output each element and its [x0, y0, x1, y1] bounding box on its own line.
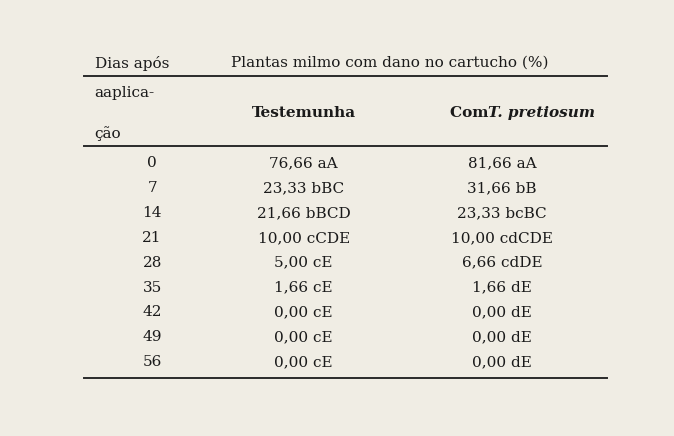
- Text: 35: 35: [142, 281, 162, 295]
- Text: ção: ção: [94, 126, 121, 141]
- Text: 1,66 cE: 1,66 cE: [274, 281, 333, 295]
- Text: 0,00 cE: 0,00 cE: [274, 330, 333, 344]
- Text: Com: Com: [450, 106, 499, 120]
- Text: 7: 7: [148, 181, 157, 195]
- Text: T. pretiosum: T. pretiosum: [487, 106, 594, 120]
- Text: 6,66 cdDE: 6,66 cdDE: [462, 256, 543, 270]
- Text: 10,00 cCDE: 10,00 cCDE: [257, 231, 350, 245]
- Text: 81,66 aA: 81,66 aA: [468, 157, 537, 170]
- Text: 0,00 dE: 0,00 dE: [472, 306, 532, 320]
- Text: 5,00 cE: 5,00 cE: [274, 256, 333, 270]
- Text: 0,00 dE: 0,00 dE: [472, 330, 532, 344]
- Text: 0,00 dE: 0,00 dE: [472, 355, 532, 369]
- Text: Dias após: Dias após: [94, 56, 169, 71]
- Text: 28: 28: [142, 256, 162, 270]
- Text: 0,00 cE: 0,00 cE: [274, 306, 333, 320]
- Text: 0,00 cE: 0,00 cE: [274, 355, 333, 369]
- Text: 49: 49: [142, 330, 162, 344]
- Text: 56: 56: [142, 355, 162, 369]
- Text: 31,66 bB: 31,66 bB: [467, 181, 537, 195]
- Text: 21: 21: [142, 231, 162, 245]
- Text: 23,33 bBC: 23,33 bBC: [263, 181, 344, 195]
- Text: 10,00 cdCDE: 10,00 cdCDE: [451, 231, 553, 245]
- Text: 0: 0: [148, 157, 157, 170]
- Text: Testemunha: Testemunha: [251, 106, 356, 120]
- Text: 23,33 bcBC: 23,33 bcBC: [458, 206, 547, 220]
- Text: aaplica-: aaplica-: [94, 86, 155, 100]
- Text: Plantas milmo com dano no cartucho (%): Plantas milmo com dano no cartucho (%): [231, 56, 548, 70]
- Text: 1,66 dE: 1,66 dE: [472, 281, 532, 295]
- Text: 14: 14: [142, 206, 162, 220]
- Text: 42: 42: [142, 306, 162, 320]
- Text: 21,66 bBCD: 21,66 bBCD: [257, 206, 350, 220]
- Text: 76,66 aA: 76,66 aA: [270, 157, 338, 170]
